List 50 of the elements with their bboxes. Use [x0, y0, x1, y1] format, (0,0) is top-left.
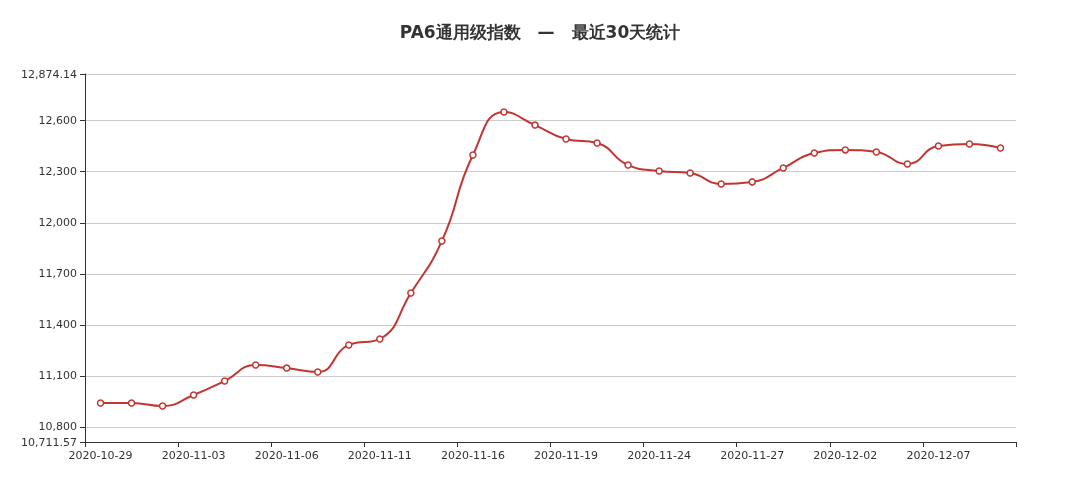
- chart-title: PA6通用级指数 — 最近30天统计: [399, 21, 681, 42]
- point: [624, 161, 632, 169]
- point: [158, 402, 167, 410]
- point: [407, 289, 415, 297]
- point: [717, 180, 725, 188]
- point: [593, 139, 601, 147]
- point: [686, 169, 694, 177]
- point: [220, 377, 229, 385]
- point: [531, 121, 539, 129]
- point: [903, 160, 912, 168]
- point: [345, 341, 353, 349]
- point: [96, 399, 105, 407]
- point: [779, 164, 787, 172]
- point: [376, 335, 384, 343]
- x-tick-label: 2020-11-19: [534, 449, 598, 462]
- x-tick-label: 2020-11-03: [161, 449, 226, 462]
- x-tick-label: 2020-11-24: [627, 449, 692, 462]
- y-tick-label: 11,400: [38, 318, 77, 332]
- y-tick-label: 12,874.14: [21, 67, 77, 81]
- x-tick-label: 2020-11-27: [720, 449, 785, 462]
- point: [438, 237, 446, 245]
- point: [282, 364, 291, 372]
- point: [500, 108, 508, 116]
- x-tick-label: 2020-11-16: [440, 449, 505, 462]
- point: [469, 151, 477, 159]
- point: [841, 146, 850, 154]
- point: [655, 167, 663, 175]
- point: [189, 391, 198, 399]
- point: [562, 135, 570, 143]
- y-tick-label: 12,000: [38, 216, 77, 230]
- point: [127, 399, 136, 407]
- y-tick-label: 10,711.57: [21, 435, 77, 449]
- point: [748, 178, 756, 186]
- point: [810, 149, 819, 157]
- y-tick-label: 12,300: [38, 165, 77, 179]
- x-tick-label: 2020-12-07: [906, 449, 971, 462]
- x-tick-label: 2020-12-02: [813, 449, 878, 462]
- point: [314, 368, 322, 376]
- point: [934, 142, 943, 150]
- point: [965, 140, 974, 148]
- y-tick-label: 10,800: [38, 420, 77, 434]
- x-tick-label: 2020-11-11: [347, 449, 412, 462]
- point: [996, 144, 1005, 152]
- point: [251, 361, 260, 369]
- y-tick-label: 12,600: [38, 114, 77, 128]
- x-tick-label: 2020-11-06: [254, 449, 319, 462]
- x-tick-label: 2020-10-29: [68, 449, 133, 462]
- y-tick-label: 11,100: [38, 369, 77, 383]
- point: [872, 148, 881, 156]
- y-tick-label: 11,700: [38, 267, 77, 281]
